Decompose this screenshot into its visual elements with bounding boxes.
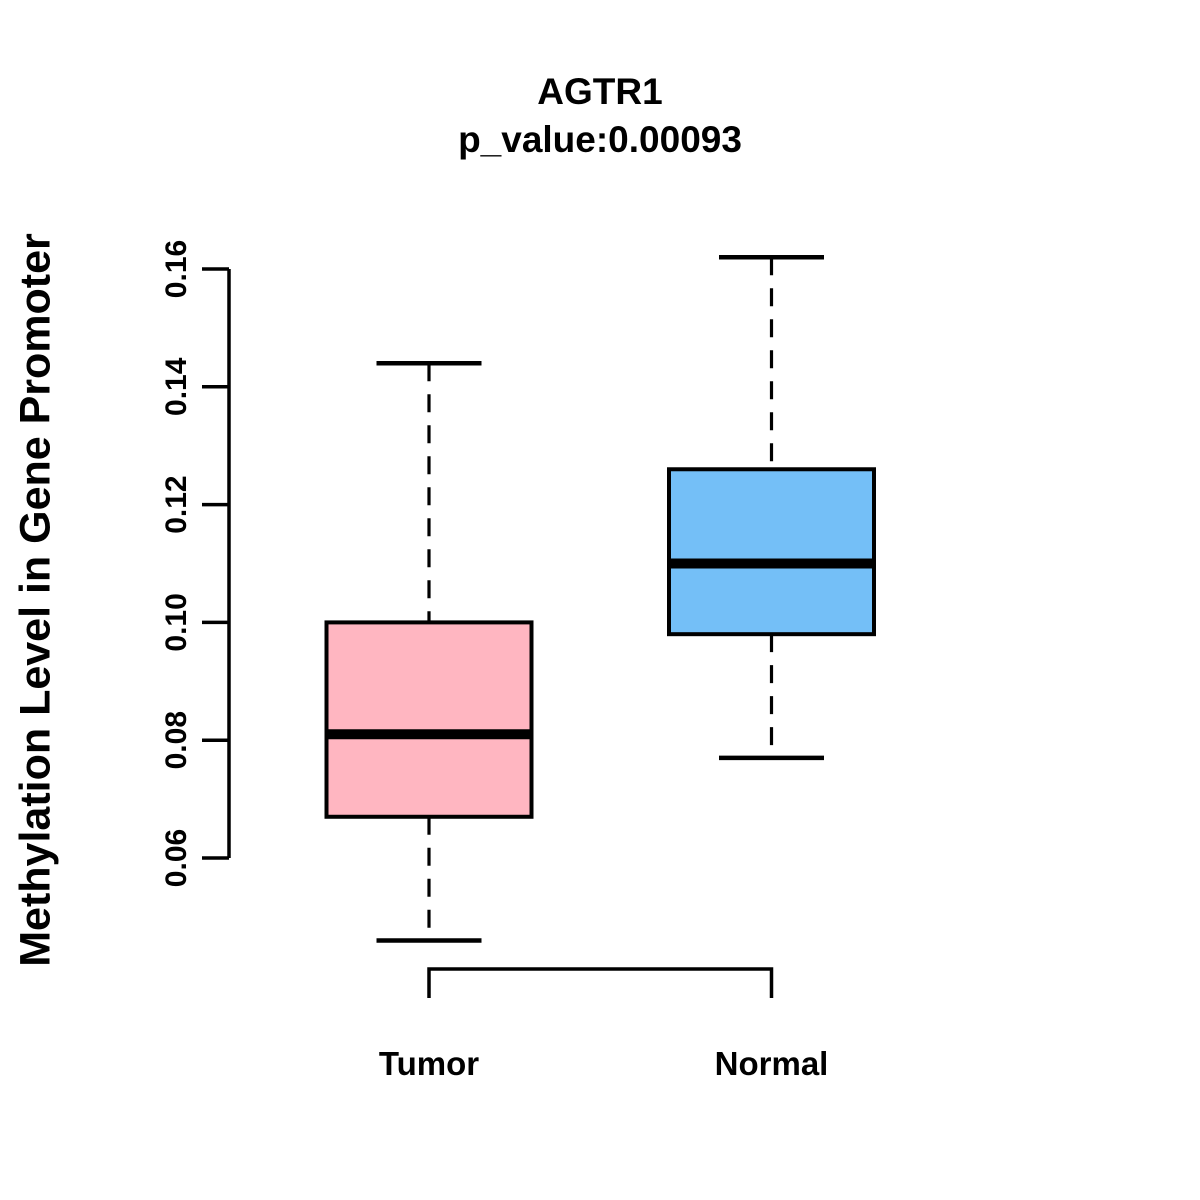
box-normal: Normal (667, 254, 876, 1082)
x-category-label: Normal (715, 1045, 829, 1082)
x-category-label: Tumor (379, 1045, 479, 1082)
y-tick-label: 0.12 (160, 475, 193, 533)
chart-title: AGTR1 (537, 71, 663, 112)
y-tick-label: 0.08 (160, 711, 193, 769)
box-tumor: Tumor (324, 360, 534, 1082)
y-tick-label: 0.14 (160, 357, 193, 416)
y-tick-label: 0.10 (160, 593, 193, 651)
x-axis-bracket (427, 967, 774, 998)
y-tick-label: 0.16 (160, 240, 193, 298)
iqr-box (667, 467, 876, 637)
chart-subtitle: p_value:0.00093 (458, 119, 742, 160)
iqr-box (324, 620, 534, 819)
y-tick-label: 0.06 (160, 829, 193, 887)
